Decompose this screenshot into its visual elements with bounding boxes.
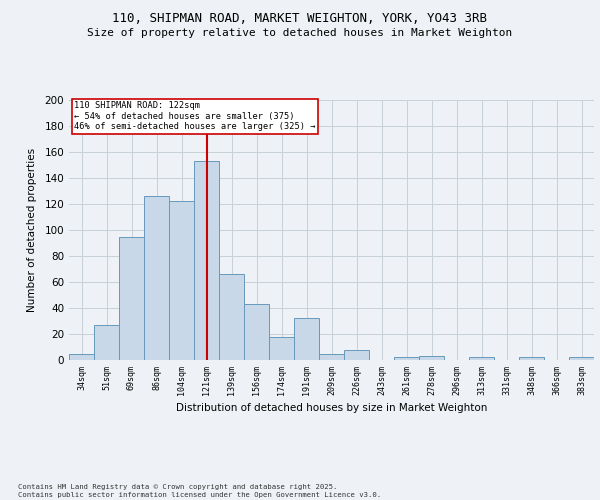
Bar: [344, 350, 369, 360]
Bar: [269, 336, 294, 360]
Text: 110 SHIPMAN ROAD: 122sqm
← 54% of detached houses are smaller (375)
46% of semi-: 110 SHIPMAN ROAD: 122sqm ← 54% of detach…: [74, 102, 316, 131]
Bar: [69, 354, 94, 360]
X-axis label: Distribution of detached houses by size in Market Weighton: Distribution of detached houses by size …: [176, 403, 487, 413]
Bar: [569, 358, 594, 360]
Bar: [219, 274, 244, 360]
Bar: [94, 325, 119, 360]
Text: Contains HM Land Registry data © Crown copyright and database right 2025.
Contai: Contains HM Land Registry data © Crown c…: [18, 484, 381, 498]
Bar: [119, 236, 144, 360]
Bar: [419, 356, 444, 360]
Bar: [394, 358, 419, 360]
Bar: [519, 358, 544, 360]
Bar: [294, 318, 319, 360]
Text: 110, SHIPMAN ROAD, MARKET WEIGHTON, YORK, YO43 3RB: 110, SHIPMAN ROAD, MARKET WEIGHTON, YORK…: [113, 12, 487, 26]
Y-axis label: Number of detached properties: Number of detached properties: [28, 148, 37, 312]
Bar: [244, 304, 269, 360]
Bar: [144, 196, 169, 360]
Bar: [469, 358, 494, 360]
Text: Size of property relative to detached houses in Market Weighton: Size of property relative to detached ho…: [88, 28, 512, 38]
Bar: [169, 202, 194, 360]
Bar: [194, 161, 219, 360]
Bar: [319, 354, 344, 360]
